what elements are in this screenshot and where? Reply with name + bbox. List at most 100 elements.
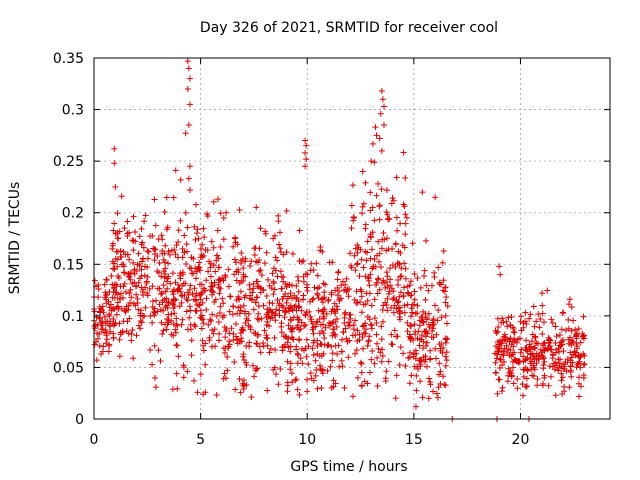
data-point (246, 281, 253, 288)
data-point (283, 299, 290, 306)
data-point (320, 295, 327, 302)
data-point (510, 380, 517, 387)
data-point (167, 280, 174, 287)
data-point (240, 351, 247, 358)
data-point (172, 329, 179, 336)
data-point (494, 338, 501, 345)
data-point (522, 309, 529, 316)
data-point (426, 375, 433, 382)
data-point (530, 362, 537, 369)
data-point (308, 316, 315, 323)
data-point (514, 375, 521, 382)
data-point (246, 295, 253, 302)
data-point (332, 310, 339, 317)
data-point (292, 302, 299, 309)
data-point (238, 278, 245, 285)
data-point (322, 324, 329, 331)
data-point (406, 282, 413, 289)
data-point (528, 358, 535, 365)
data-point (289, 282, 296, 289)
data-point (511, 329, 518, 336)
data-point (293, 296, 300, 303)
data-point (378, 358, 385, 365)
data-point (267, 315, 274, 322)
data-points (91, 58, 588, 422)
data-point (296, 303, 303, 310)
data-point (260, 339, 267, 346)
data-point (324, 342, 331, 349)
data-point (287, 290, 294, 297)
data-point (400, 149, 407, 156)
data-point (374, 382, 381, 389)
data-point (180, 374, 187, 381)
data-point (539, 380, 546, 387)
data-point (207, 273, 214, 280)
data-point (263, 322, 270, 329)
data-point (124, 218, 131, 225)
data-point (296, 391, 303, 398)
data-point (378, 88, 385, 95)
data-point (402, 231, 409, 238)
data-point (249, 362, 256, 369)
data-point (106, 311, 113, 318)
data-point (188, 337, 195, 344)
data-point (195, 302, 202, 309)
data-point (128, 331, 135, 338)
data-point (317, 247, 324, 254)
data-point (109, 294, 116, 301)
data-point (107, 328, 114, 335)
data-point (162, 288, 169, 295)
data-point (523, 320, 530, 327)
data-point (179, 245, 186, 252)
data-point (557, 356, 564, 363)
data-point (249, 289, 256, 296)
data-point (421, 272, 428, 279)
data-point (246, 286, 253, 293)
data-point (161, 259, 168, 266)
data-point (234, 336, 241, 343)
data-point (408, 372, 415, 379)
data-point (168, 317, 175, 324)
data-point (198, 291, 205, 298)
data-point (367, 233, 374, 240)
data-point (298, 345, 305, 352)
data-point (294, 273, 301, 280)
data-point (376, 135, 383, 142)
data-point (439, 259, 446, 266)
data-point (151, 196, 158, 203)
data-point (391, 302, 398, 309)
data-point (409, 309, 416, 316)
data-point (287, 348, 294, 355)
data-point (407, 292, 414, 299)
data-point (531, 345, 538, 352)
data-point (540, 340, 547, 347)
data-point (240, 302, 247, 309)
data-point (182, 130, 189, 137)
data-point (149, 319, 156, 326)
x-tick-label: 15 (405, 432, 423, 448)
data-point (393, 174, 400, 181)
data-point (198, 312, 205, 319)
data-point (385, 290, 392, 297)
data-point (495, 376, 502, 383)
axis-ticks: 0 0.05 0.1 0.15 0.2 0.25 0.3 0.35 0 5 10 15 20 (53, 51, 610, 448)
data-point (250, 329, 257, 336)
data-point (194, 230, 201, 237)
data-point (422, 333, 429, 340)
data-point (269, 300, 276, 307)
data-point (354, 327, 361, 334)
data-point (298, 258, 305, 265)
data-point (149, 283, 156, 290)
data-point (565, 301, 572, 308)
data-point (265, 276, 272, 283)
chart-title: Day 326 of 2021, SRMTID for receiver coo… (200, 20, 498, 36)
data-point (163, 326, 170, 333)
data-point (336, 363, 343, 370)
data-point (128, 337, 135, 344)
data-point (216, 309, 223, 316)
data-point (381, 280, 388, 287)
data-point (420, 354, 427, 361)
data-point (289, 307, 296, 314)
data-point (194, 389, 201, 396)
data-point (263, 311, 270, 318)
